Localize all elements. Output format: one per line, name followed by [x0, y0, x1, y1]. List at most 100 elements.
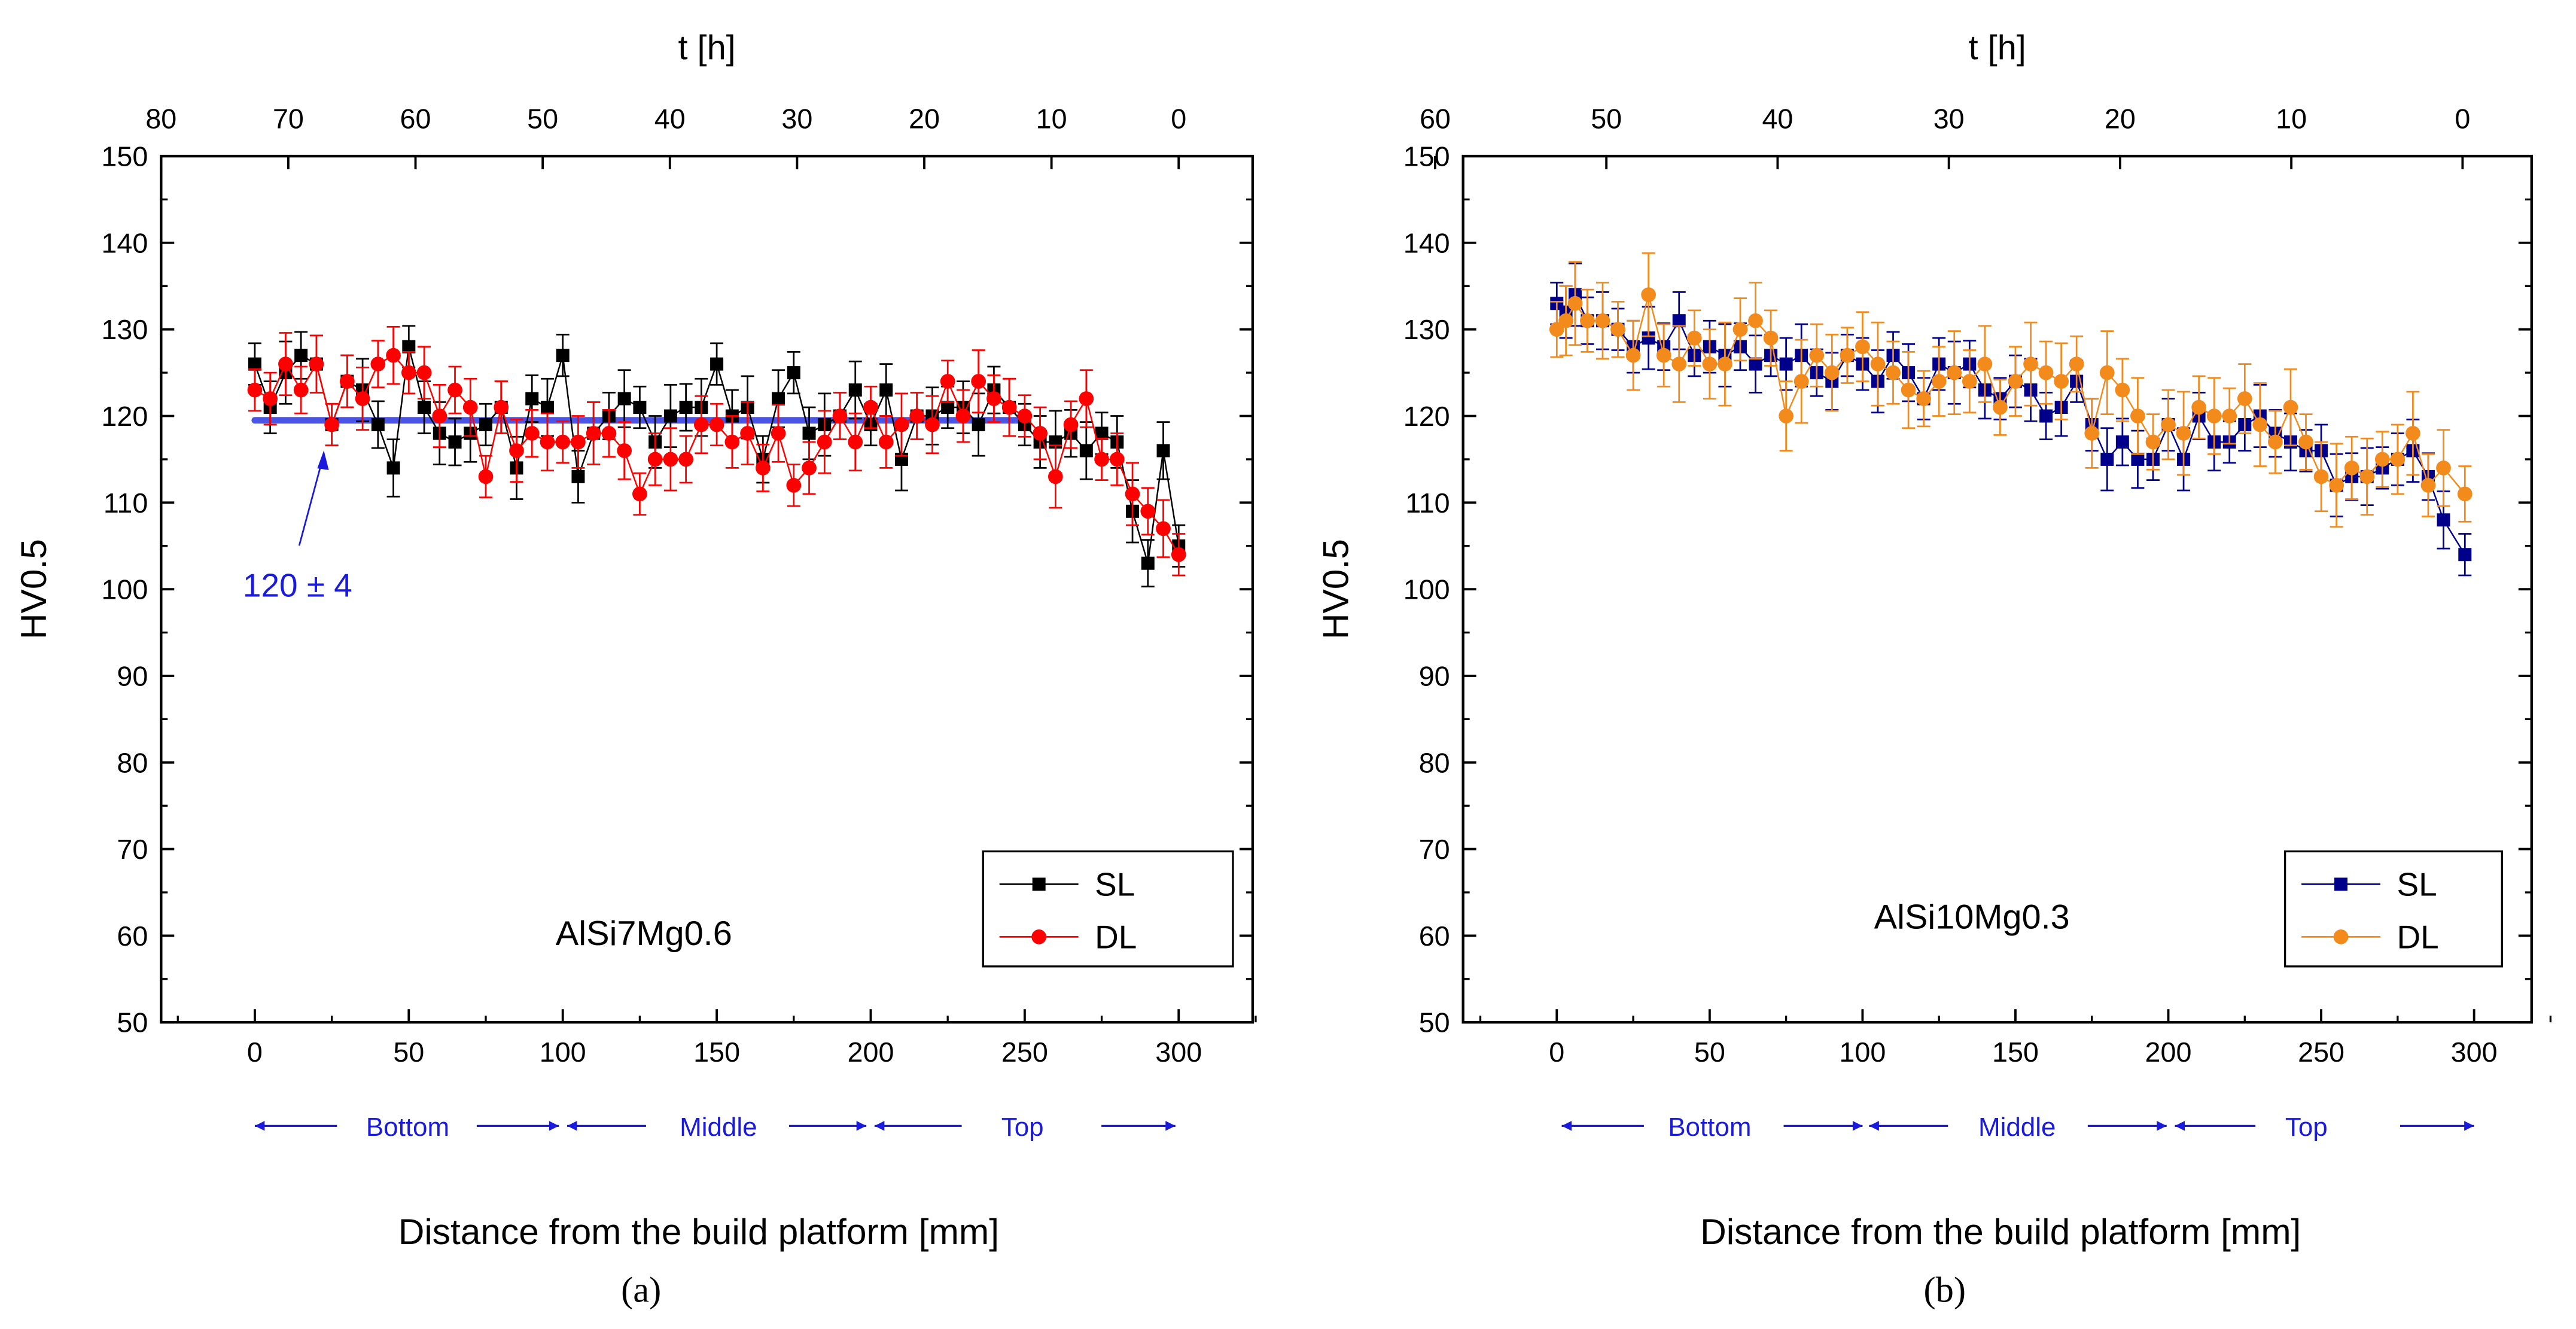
zone-label-bottom: Bottom — [366, 1112, 449, 1142]
data-point — [863, 400, 878, 415]
top-x-tick-label: 10 — [1036, 103, 1067, 134]
data-point — [1779, 409, 1794, 423]
series-sl — [248, 325, 1186, 588]
y-tick-label: 150 — [101, 141, 148, 172]
data-point — [2161, 417, 2176, 432]
data-point — [1156, 444, 1170, 458]
data-point — [941, 401, 955, 414]
data-point — [2283, 400, 2298, 415]
data-point — [879, 383, 893, 397]
arrow-head-icon — [1561, 1121, 1572, 1131]
y-tick-label: 90 — [117, 660, 148, 691]
x-tick-label: 250 — [1001, 1037, 1048, 1068]
legend: SL DL — [2283, 850, 2503, 968]
data-point — [1095, 426, 1109, 440]
data-point — [663, 409, 677, 423]
data-point — [1809, 348, 1825, 363]
data-point — [817, 434, 832, 450]
y-tick-label: 90 — [1419, 660, 1450, 691]
arrow-head-icon — [1165, 1121, 1176, 1131]
data-point — [1993, 400, 2008, 415]
top-x-tick-label: 30 — [781, 103, 812, 134]
top-x-tick-label: 0 — [1171, 103, 1186, 134]
data-point — [1748, 313, 1763, 328]
y-tick-label: 120 — [101, 401, 148, 432]
data-point — [462, 400, 478, 415]
data-point — [2458, 548, 2472, 562]
alloy-label: AlSi10Mg0.3 — [1874, 898, 2070, 937]
alloy-label: AlSi7Mg0.6 — [556, 915, 732, 953]
data-point — [2191, 400, 2206, 415]
data-point — [693, 417, 709, 432]
x-tick-label: 150 — [693, 1037, 740, 1068]
data-point — [509, 443, 524, 458]
data-point — [740, 426, 755, 441]
y-tick-label: 50 — [1419, 1007, 1450, 1038]
data-point — [894, 417, 909, 432]
data-point — [324, 417, 339, 432]
data-point — [432, 409, 447, 423]
top-x-tick-label: 50 — [527, 103, 558, 134]
data-point — [370, 356, 386, 371]
x-tick-label: 0 — [1549, 1037, 1564, 1068]
data-point — [1125, 486, 1140, 502]
data-point — [1079, 391, 1094, 406]
data-point — [2313, 469, 2329, 484]
data-point — [1140, 504, 1156, 519]
zone-label-top: Top — [2285, 1112, 2328, 1142]
data-point — [2145, 434, 2161, 450]
data-point — [786, 478, 802, 493]
data-point — [309, 356, 324, 371]
x-tick-label: 250 — [2298, 1037, 2344, 1068]
top-x-tick-label: 80 — [145, 103, 176, 134]
arrow-head-icon — [874, 1121, 885, 1131]
y-axis-label: HV0.5 — [13, 539, 54, 639]
data-point — [2390, 452, 2406, 467]
data-point — [278, 356, 293, 371]
data-point — [647, 452, 663, 467]
data-point — [401, 365, 416, 380]
y-tick-label: 130 — [101, 314, 148, 345]
data-point — [555, 434, 571, 450]
data-point — [402, 340, 416, 353]
legend-label-dl: DL — [2397, 919, 2438, 956]
data-point — [1171, 547, 1186, 562]
x-tick-label: 100 — [540, 1037, 586, 1068]
data-point — [1901, 382, 1916, 398]
data-point — [540, 401, 554, 414]
arrow-head-icon — [549, 1121, 559, 1131]
mean-arrow — [298, 460, 323, 546]
data-point — [418, 401, 431, 414]
zone-label-top: Top — [1001, 1112, 1044, 1142]
top-x-axis-label: t [h] — [678, 29, 736, 67]
arrow-head-icon — [1852, 1121, 1863, 1131]
data-point — [2436, 461, 2451, 475]
data-point — [1763, 330, 1779, 346]
data-point — [1749, 357, 1762, 371]
x-tick-label: 300 — [1155, 1037, 1202, 1068]
arrow-head-icon — [317, 450, 329, 470]
top-x-tick-label: 20 — [2105, 103, 2136, 134]
data-point — [386, 461, 400, 475]
data-point — [1702, 356, 1718, 371]
legend-box — [982, 850, 1234, 968]
legend-marker-square — [2334, 877, 2348, 891]
data-point — [556, 349, 570, 362]
data-point — [1824, 365, 1840, 380]
top-x-tick-label: 0 — [2455, 103, 2470, 134]
data-point — [1094, 452, 1109, 467]
zone-label-bottom: Bottom — [1668, 1112, 1751, 1142]
data-point — [2206, 409, 2222, 423]
data-point — [447, 382, 462, 398]
data-point — [802, 426, 816, 440]
y-axis-label: HV0.5 — [1315, 539, 1356, 639]
data-point — [2038, 365, 2054, 380]
data-point — [632, 486, 647, 502]
data-point — [386, 348, 401, 363]
y-tick-label: 130 — [1403, 314, 1450, 345]
x-tick-label: 300 — [2451, 1037, 2498, 1068]
panel-caption: (a) — [621, 1270, 661, 1310]
data-point — [525, 392, 539, 406]
series-line — [1556, 294, 2466, 495]
y-tick-label: 100 — [1403, 574, 1450, 605]
